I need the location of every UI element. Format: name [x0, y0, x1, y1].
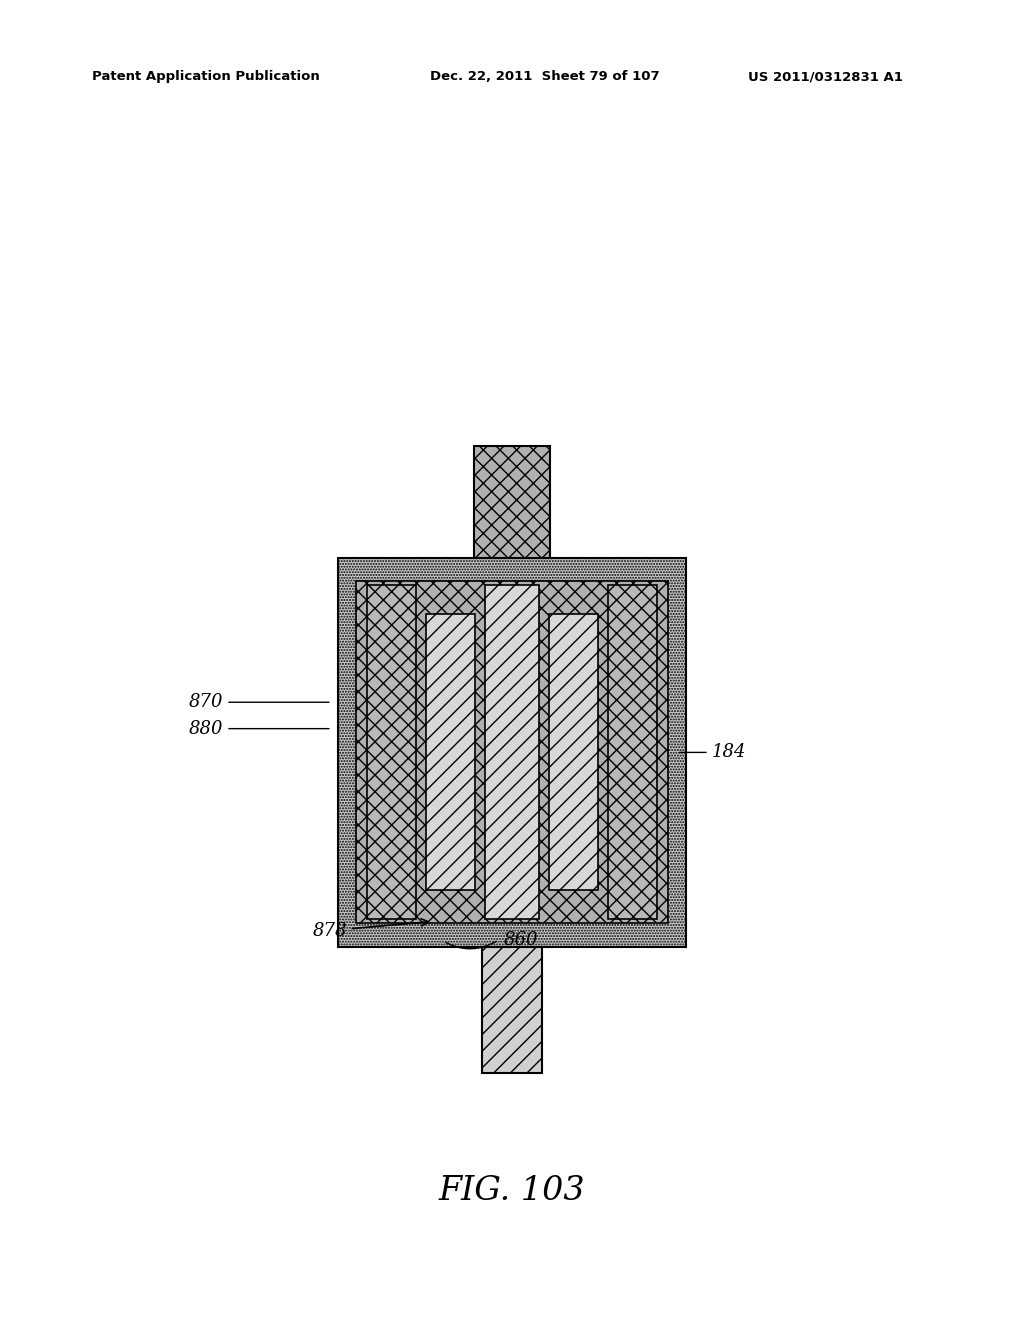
Text: 878: 878: [312, 919, 428, 940]
Bar: [549, 615, 598, 890]
Text: 870: 870: [188, 693, 329, 711]
Text: 860: 860: [504, 931, 539, 949]
Text: Patent Application Publication: Patent Application Publication: [92, 70, 319, 83]
Text: FIG. 103: FIG. 103: [438, 1175, 586, 1208]
Bar: [482, 948, 542, 1072]
Bar: [356, 581, 668, 924]
Bar: [338, 557, 686, 948]
Text: 880: 880: [188, 719, 329, 738]
Text: 184: 184: [680, 743, 746, 762]
Bar: [426, 615, 475, 890]
Text: Dec. 22, 2011  Sheet 79 of 107: Dec. 22, 2011 Sheet 79 of 107: [430, 70, 659, 83]
Bar: [485, 586, 539, 919]
Text: US 2011/0312831 A1: US 2011/0312831 A1: [748, 70, 902, 83]
Bar: [608, 586, 657, 919]
Bar: [367, 586, 416, 919]
Bar: [473, 446, 551, 558]
